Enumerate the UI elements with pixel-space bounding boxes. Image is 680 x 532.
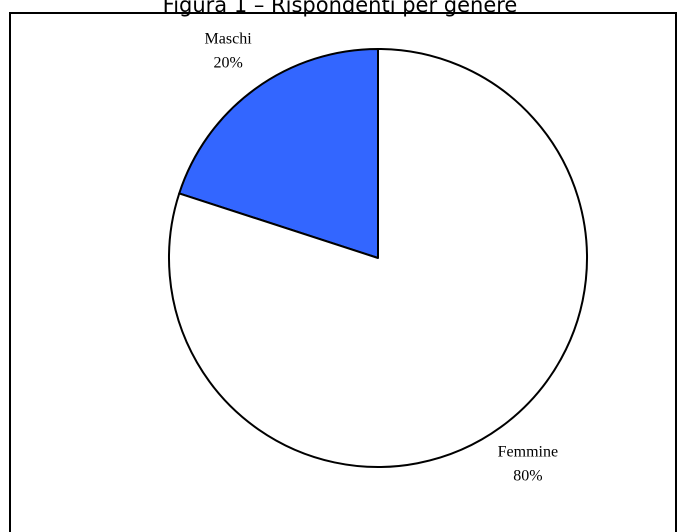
pie-value-femmine: 80% <box>513 467 542 484</box>
pie-slice-maschi <box>178 48 379 259</box>
pie-label-maschi: Maschi <box>205 31 253 48</box>
pie-labels: Maschi 20% Femmine 80% <box>205 31 559 485</box>
pie-label-femmine: Femmine <box>498 443 558 460</box>
pie-slices <box>168 48 588 468</box>
chart-frame <box>9 12 677 532</box>
pie-chart: Maschi 20% Femmine 80% <box>168 31 588 485</box>
pie-value-maschi: 20% <box>213 55 242 72</box>
pie-slice-femmine <box>168 48 588 468</box>
